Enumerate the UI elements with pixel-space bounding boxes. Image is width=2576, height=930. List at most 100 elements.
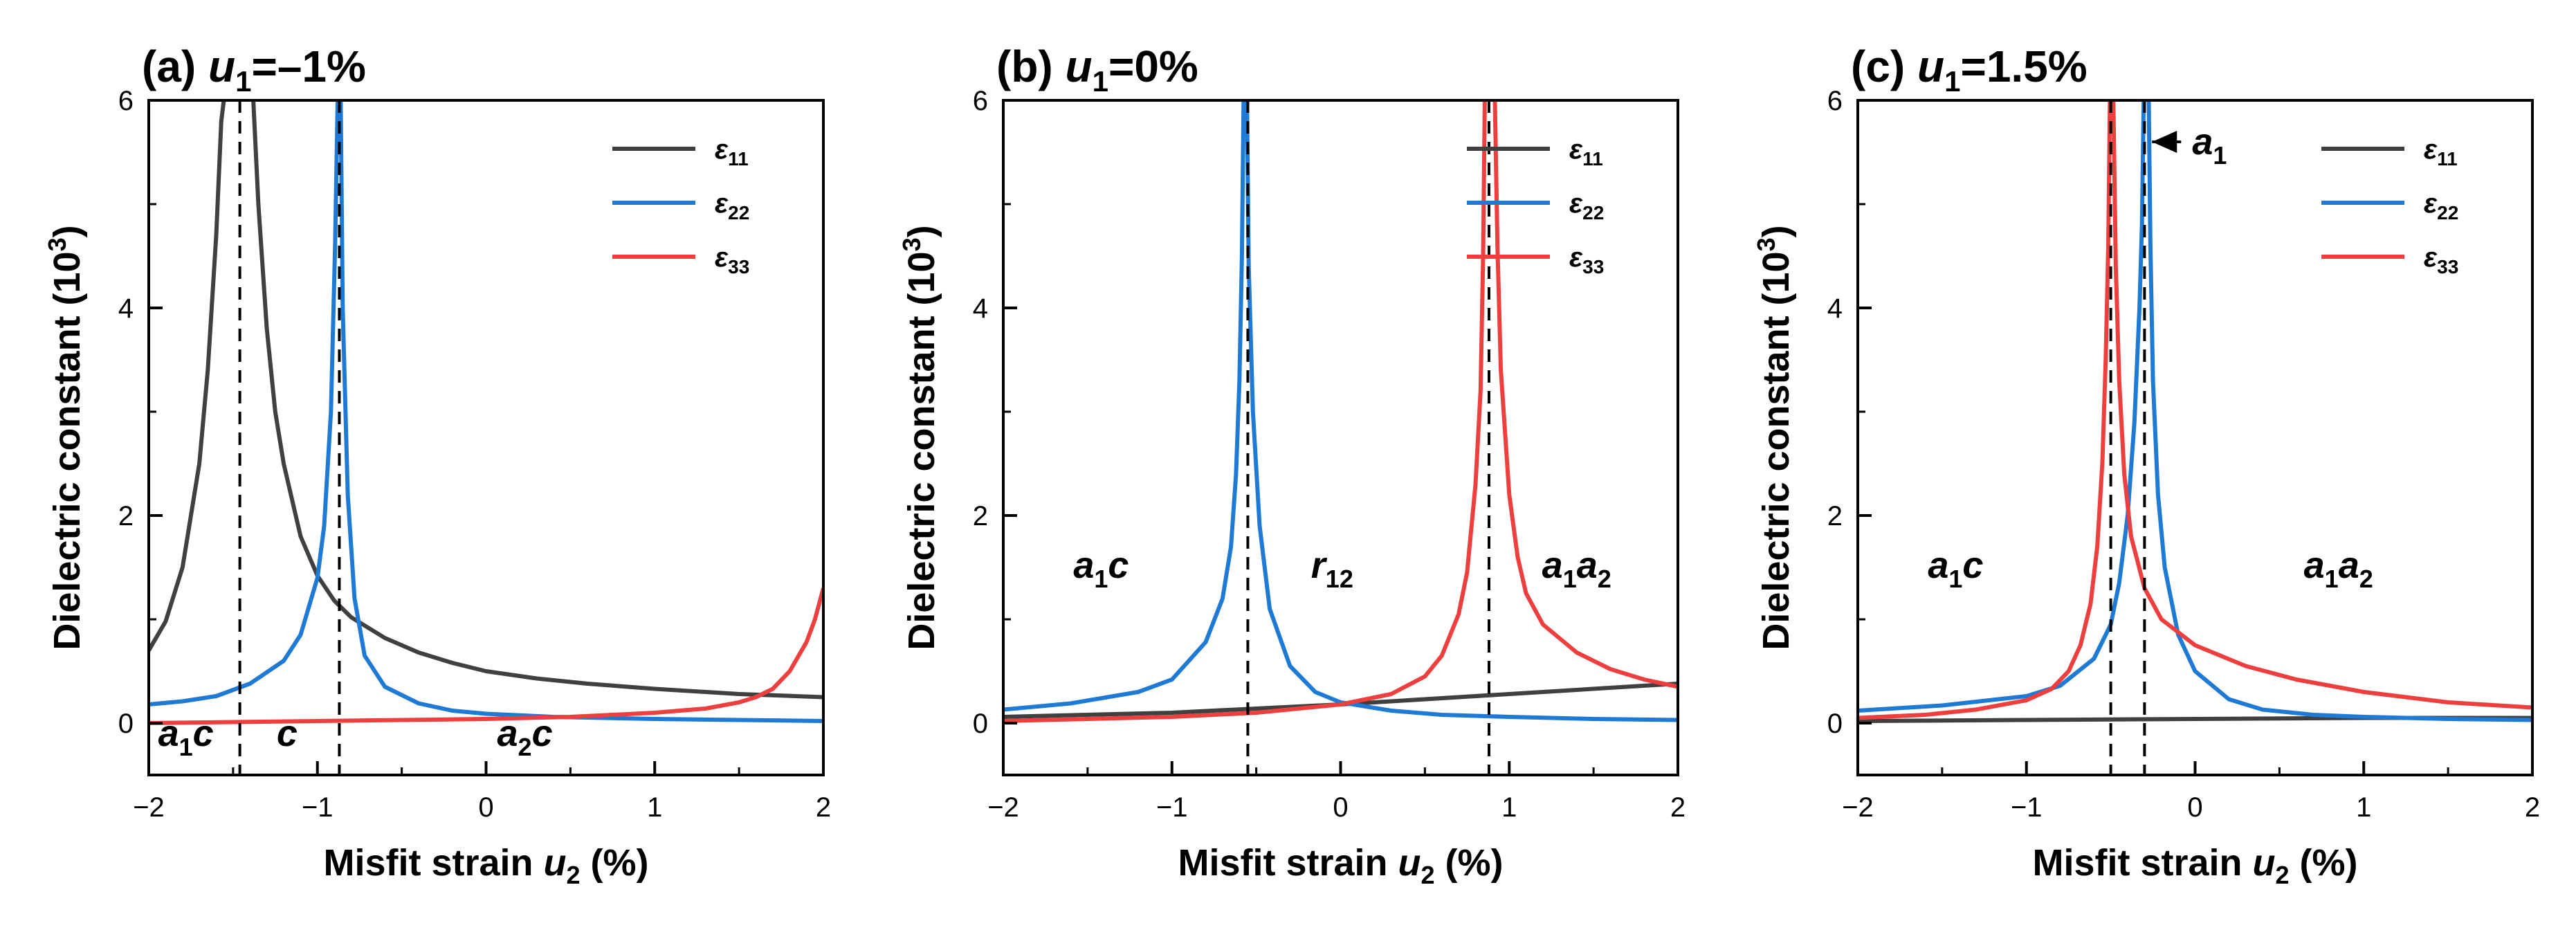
y-axis-label-close: ) — [1755, 225, 1797, 237]
y-tick-label: 2 — [973, 501, 988, 531]
legend-label-eps22: ε22 — [2424, 188, 2458, 224]
panel-title-var: u — [1066, 42, 1093, 91]
legend-label-sub: 11 — [728, 148, 749, 170]
legend-label-symbol: ε — [715, 242, 729, 273]
phase-label-sub: 2 — [1598, 565, 1611, 593]
phase-label-part: c — [1962, 545, 1983, 586]
y-tick-label: 4 — [1827, 293, 1843, 324]
legend-label-symbol: ε — [715, 188, 729, 219]
x-axis-label-var: u — [2253, 842, 2276, 884]
phase-label-part: c — [532, 713, 553, 754]
annotation-label-part: a — [2192, 121, 2213, 163]
phase-label: r12 — [1311, 545, 1353, 593]
x-tick-label: −2 — [133, 792, 165, 823]
phase-label-part: c — [1108, 545, 1129, 586]
y-tick-label: 2 — [1827, 501, 1843, 531]
legend-label-symbol: ε — [1569, 134, 1583, 165]
y-tick-label: 4 — [973, 293, 988, 324]
legend-label-sub: 11 — [2437, 148, 2458, 170]
x-tick-label: 2 — [2525, 792, 2540, 823]
panel-title-sub: 1 — [1944, 65, 1960, 98]
x-axis-label-unit: (%) — [2290, 842, 2358, 884]
legend-label-symbol: ε — [2424, 188, 2438, 219]
legend-label-eps11: ε11 — [2424, 134, 2458, 170]
phase-label-part: a — [2304, 545, 2325, 586]
y-axis-label-sup: 3 — [897, 237, 926, 251]
phase-label-part: a — [158, 713, 179, 754]
legend-label-eps33: ε33 — [1569, 242, 1604, 277]
panel-title-value: =1.5% — [1960, 42, 2087, 91]
x-axis-label-sub: 2 — [2276, 861, 2290, 889]
phase-label-part: a — [1928, 545, 1948, 586]
x-tick-label: 1 — [647, 792, 662, 823]
phase-label-part: c — [193, 713, 214, 754]
legend-label-sub: 33 — [2437, 256, 2458, 277]
legend-label-sub: 33 — [728, 256, 749, 277]
panel-title-value: =–1% — [251, 42, 365, 91]
y-tick-label: 6 — [118, 86, 134, 116]
phase-label-part: a — [1073, 545, 1094, 586]
x-axis-label-var: u — [1398, 842, 1421, 884]
series-line-eps33 — [1003, 100, 1678, 723]
y-tick-label: 0 — [973, 709, 988, 739]
phase-label-part: c — [277, 713, 298, 754]
y-axis-label-text: Dielectric constant (10 — [46, 251, 88, 650]
panel-title-prefix: (b) — [996, 42, 1066, 91]
panel-title: (b) u1=0% — [996, 42, 1198, 98]
x-tick-label: −1 — [1156, 792, 1188, 823]
phase-label-sub: 1 — [2325, 565, 2339, 593]
legend-label-symbol: ε — [2424, 134, 2438, 165]
y-axis-label: Dielectric constant (103) — [1752, 225, 1797, 650]
x-axis-label-sub: 2 — [1421, 861, 1435, 889]
legend-label-eps22: ε22 — [715, 188, 749, 224]
y-axis-label-sup: 3 — [1752, 237, 1780, 251]
y-axis-label-text: Dielectric constant (10 — [901, 251, 942, 650]
y-axis-label: Dielectric constant (103) — [897, 225, 942, 650]
x-axis-label-unit: (%) — [581, 842, 649, 884]
legend-label-sub: 22 — [728, 202, 749, 224]
phase-label-part: a — [1542, 545, 1563, 586]
panel-title-var: u — [1917, 42, 1944, 91]
x-axis-label-text: Misfit strain — [323, 842, 543, 884]
panel-title-value: =0% — [1108, 42, 1198, 91]
legend-label-sub: 22 — [2437, 202, 2458, 224]
y-axis-label-close: ) — [901, 225, 942, 237]
x-tick-label: 0 — [2187, 792, 2202, 823]
panel-title: (a) u1=–1% — [142, 42, 366, 98]
x-tick-label: 2 — [1670, 792, 1686, 823]
panel-title-sub: 1 — [235, 65, 251, 98]
x-tick-label: −1 — [2011, 792, 2043, 823]
phase-label: c — [277, 713, 298, 754]
series-line-eps33 — [149, 587, 823, 725]
y-tick-label: 6 — [973, 86, 988, 116]
legend-label-symbol: ε — [2424, 242, 2438, 273]
phase-label-sub: 1 — [1948, 565, 1962, 593]
x-tick-label: 1 — [2356, 792, 2371, 823]
y-axis-label-text: Dielectric constant (10 — [1755, 251, 1797, 650]
x-axis-label: Misfit strain u2 (%) — [1178, 842, 1503, 889]
phase-label-sub: 1 — [1563, 565, 1577, 593]
series-line-eps22 — [1858, 100, 2532, 722]
x-tick-label: −2 — [1842, 792, 1874, 823]
annotation-label: a1 — [2192, 121, 2227, 170]
y-tick-label: 4 — [118, 293, 134, 324]
panel-title-prefix: (a) — [142, 42, 208, 91]
legend-label-symbol: ε — [1569, 188, 1583, 219]
annotation-label-sub: 1 — [2213, 141, 2227, 170]
phase-label: a2c — [497, 713, 553, 761]
legend-label-eps22: ε22 — [1569, 188, 1604, 224]
phase-label-part: a — [2339, 545, 2359, 586]
y-tick-label: 6 — [1827, 86, 1843, 116]
x-tick-label: −1 — [302, 792, 334, 823]
phase-label-part: a — [1577, 545, 1598, 586]
x-axis-label: Misfit strain u2 (%) — [2032, 842, 2357, 889]
series-line-eps33 — [1858, 100, 2532, 720]
y-axis-label: Dielectric constant (103) — [43, 225, 88, 650]
legend-label-eps33: ε33 — [715, 242, 749, 277]
legend-label-symbol: ε — [715, 134, 729, 165]
x-tick-label: −2 — [987, 792, 1019, 823]
legend-label-sub: 22 — [1582, 202, 1604, 224]
legend-label-eps33: ε33 — [2424, 242, 2458, 277]
